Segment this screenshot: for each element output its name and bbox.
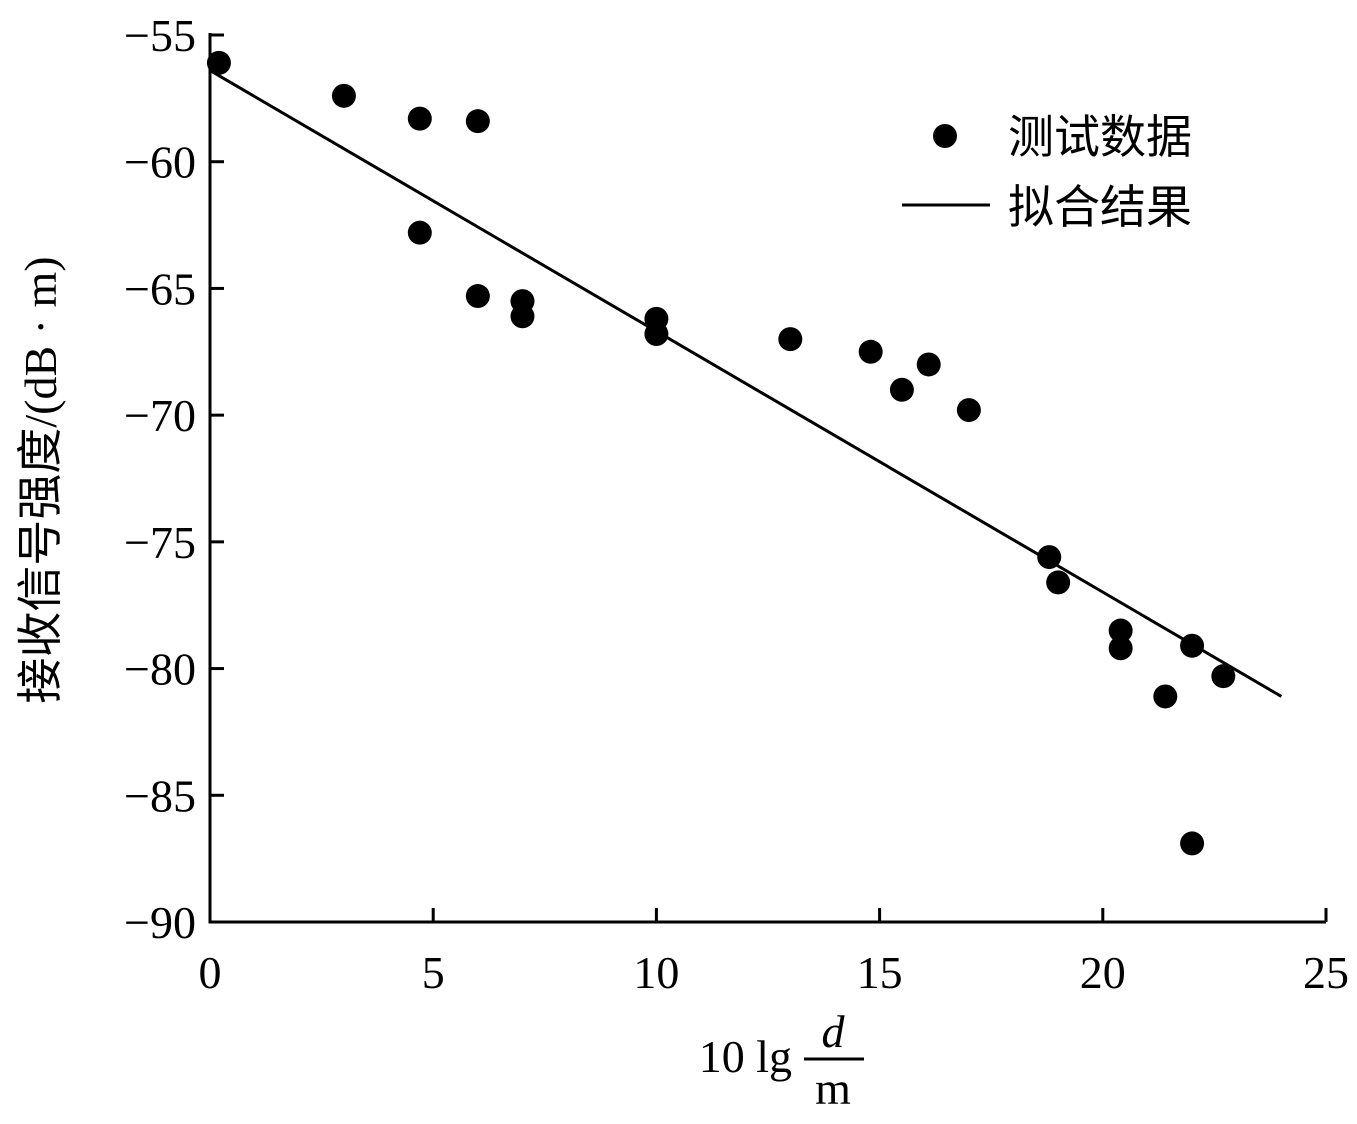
data-point (1046, 570, 1071, 595)
data-point (1108, 636, 1133, 661)
y-tick-label: −70 (124, 390, 196, 441)
x-axis-title-denominator: m (815, 1063, 851, 1114)
data-point (644, 322, 669, 347)
x-tick-label: 10 (633, 947, 679, 998)
data-point (465, 109, 490, 134)
data-point (465, 284, 490, 309)
x-tick-label: 5 (422, 947, 445, 998)
data-point (1108, 618, 1133, 643)
data-point (889, 377, 914, 402)
data-point (1153, 684, 1178, 709)
y-tick-label: −60 (124, 137, 196, 188)
y-tick-label: −90 (124, 897, 196, 948)
legend-label-fit-line: 拟合结果 (1008, 180, 1192, 234)
test-data-series (206, 50, 1236, 856)
x-axis-title-prefix: 10 lg (699, 1031, 792, 1082)
data-point (778, 327, 803, 352)
x-tick-label: 15 (857, 947, 903, 998)
data-point (858, 339, 883, 364)
y-axis-ticks: −55 −60 −65 −70 −75 −80 −85 −90 (124, 10, 224, 948)
fit-line (209, 69, 1283, 698)
x-tick-label: 20 (1080, 947, 1126, 998)
y-tick-label: −65 (124, 263, 196, 314)
y-tick-label: −55 (124, 10, 196, 61)
data-point (1211, 664, 1236, 689)
legend-label-test-data: 测试数据 (1008, 110, 1192, 164)
y-axis-title-text: 接收信号强度/(dB · m) (15, 256, 66, 703)
data-point (1037, 545, 1062, 570)
x-tick-label: 0 (199, 947, 222, 998)
fit-line-series (209, 69, 1283, 698)
data-point (407, 220, 432, 245)
legend-marker-test-data (933, 124, 957, 148)
data-point (956, 398, 981, 423)
x-axis-title-numerator: d (822, 1006, 846, 1057)
y-tick-label: −75 (124, 517, 196, 568)
data-point (1180, 831, 1205, 856)
data-point (407, 106, 432, 131)
data-point (510, 304, 535, 329)
y-tick-label: −85 (124, 770, 196, 821)
axes (208, 33, 1326, 924)
legend: 测试数据 拟合结果 (902, 110, 1192, 234)
x-axis-title: 10 lg d m (699, 1006, 864, 1114)
data-point (331, 83, 356, 108)
x-tick-label: 25 (1303, 947, 1349, 998)
data-point (206, 50, 231, 75)
y-axis-title: 接收信号强度/(dB · m) (15, 256, 66, 703)
data-point (916, 352, 941, 377)
data-point (1180, 633, 1205, 658)
y-tick-label: −80 (124, 644, 196, 695)
x-axis-ticks: 0 5 10 15 20 25 (199, 908, 1349, 998)
